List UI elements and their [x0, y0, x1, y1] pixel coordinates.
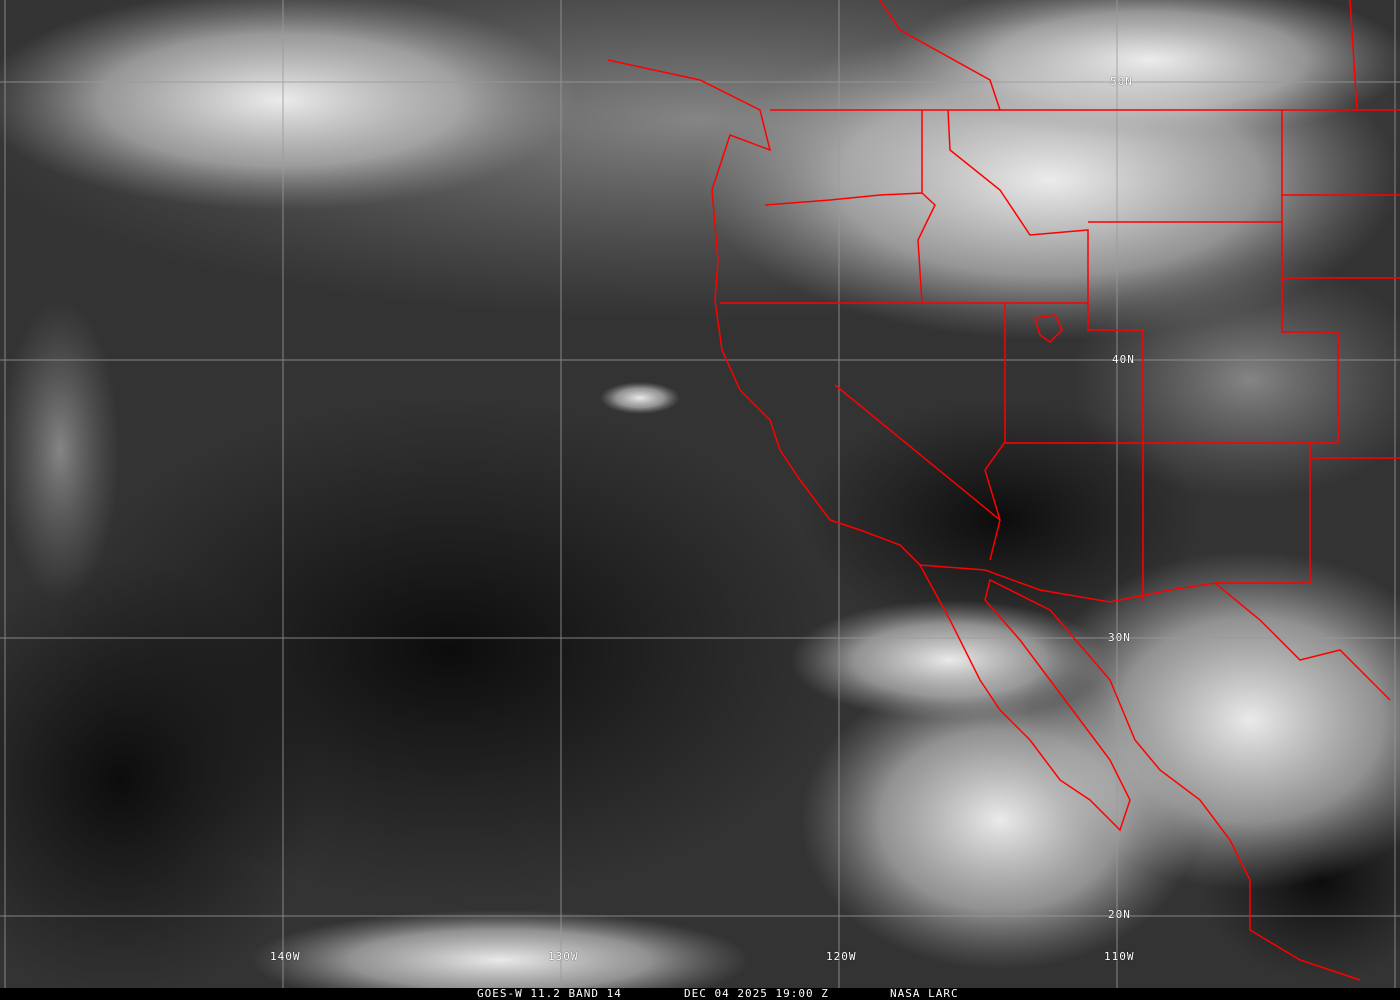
- latitude-label-50n: 50N: [1110, 75, 1133, 88]
- longitude-label-140w: 140W: [270, 950, 301, 963]
- latitude-label-20n: 20N: [1108, 908, 1131, 921]
- source-label: NASA LARC: [890, 987, 959, 1000]
- lake-outline: [1034, 314, 1063, 343]
- coastline-pacific: [607, 59, 1361, 981]
- caption-bar: GOES-W 11.2 BAND 14 DEC 04 2025 19:00 Z …: [0, 988, 1400, 1000]
- political-borders: [607, 0, 1400, 981]
- us-mexico-border: [919, 564, 1391, 701]
- longitude-label-130w: 130W: [548, 950, 579, 963]
- longitude-label-120w: 120W: [826, 950, 857, 963]
- satellite-band-label: GOES-W 11.2 BAND 14: [477, 987, 622, 1000]
- timestamp-label: DEC 04 2025 19:00 Z: [684, 987, 829, 1000]
- latitude-label-40n: 40N: [1112, 353, 1135, 366]
- state-borders: [720, 0, 1400, 602]
- latitude-label-30n: 30N: [1108, 631, 1131, 644]
- longitude-label-110w: 110W: [1104, 950, 1135, 963]
